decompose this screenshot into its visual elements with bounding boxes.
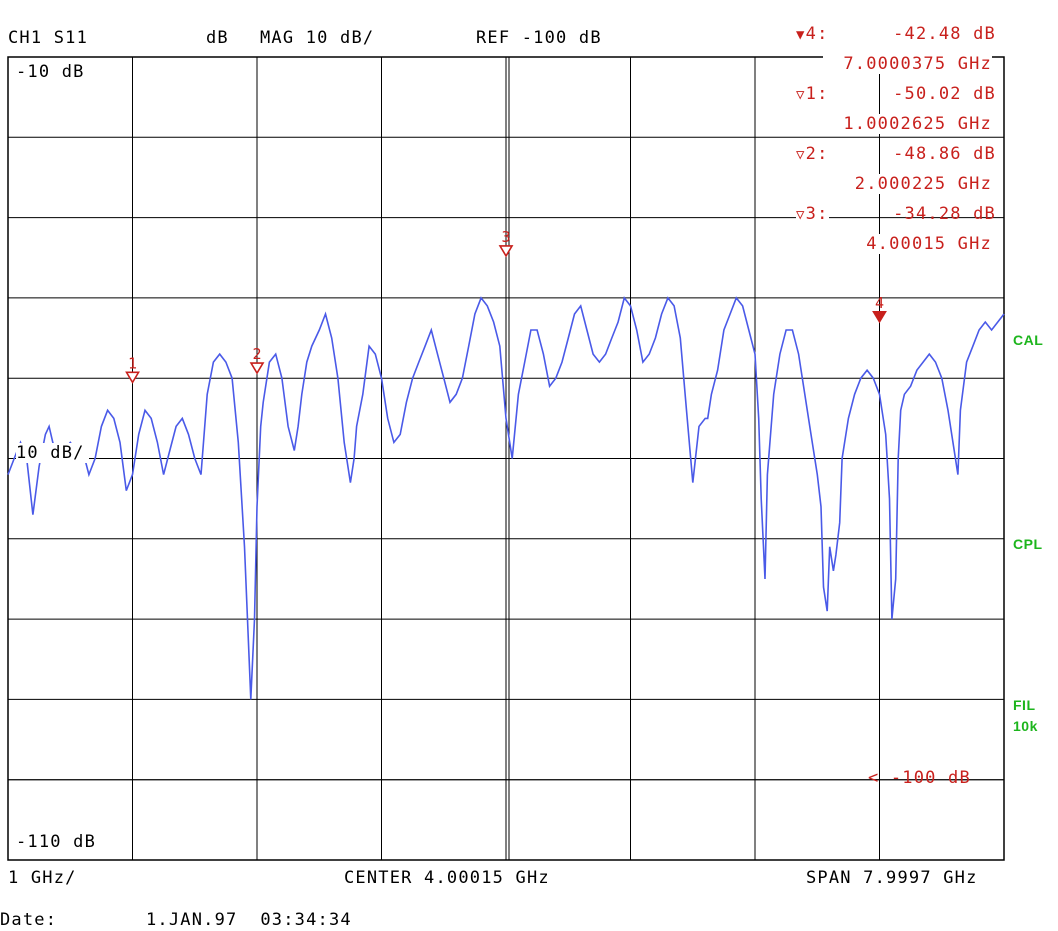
ref-level-value: -100 dB <box>890 768 971 788</box>
graticule <box>7 56 1005 861</box>
scale-label: 10 dB/ <box>16 443 89 463</box>
marker-readout-frequency: 2.000225 GHz <box>834 174 992 194</box>
fil-indicator: FIL <box>1013 697 1036 713</box>
marker-1-icon <box>125 371 140 384</box>
marker-readout-frequency: 1.0002625 GHz <box>823 114 992 134</box>
span-frequency: SPAN 7.9997 GHz <box>806 868 978 888</box>
marker-readout-frequency: 7.0000375 GHz <box>823 54 992 74</box>
hollow-triangle-icon: ▽ <box>796 207 806 223</box>
marker-readout-label: 2: <box>805 144 829 164</box>
marker-readout-2: ▽2: <box>796 144 829 165</box>
marker-4-label: 4 <box>875 294 884 312</box>
marker-readout-value: -50.02 dB <box>893 84 996 104</box>
unit-label: dB <box>206 28 229 48</box>
top-level-label: -10 dB <box>16 62 89 82</box>
marker-readout-value: -48.86 dB <box>893 144 996 164</box>
marker-readout-value: -34.28 dB <box>893 204 996 224</box>
marker-readout-3: ▽3: <box>796 204 829 225</box>
marker-2-icon <box>249 362 265 375</box>
fil-value: 10k <box>1013 718 1038 734</box>
hollow-triangle-icon: ▽ <box>796 87 806 103</box>
s11-trace <box>7 296 1005 700</box>
marker-readout-value: -42.48 dB <box>893 24 996 44</box>
ref-arrow-icon: < <box>868 768 880 788</box>
center-frequency: CENTER 4.00015 GHz <box>344 868 550 888</box>
marker-4-icon <box>872 311 887 324</box>
hollow-triangle-icon: ▽ <box>796 147 806 163</box>
marker-1-label: 1 <box>128 354 137 372</box>
marker-2-label: 2 <box>253 345 262 363</box>
marker-3-label: 3 <box>502 228 511 246</box>
marker-readout-label: 4: <box>805 24 829 44</box>
marker-3-icon <box>498 245 514 258</box>
ref-label: REF -100 dB <box>476 28 602 48</box>
date-label: Date: <box>0 910 58 930</box>
x-scale-label: 1 GHz/ <box>8 868 77 888</box>
bottom-level-label: -110 dB <box>16 832 101 852</box>
marker-readout-label: 3: <box>805 204 829 224</box>
marker-layer: 1 2 3 4 <box>125 228 887 384</box>
cpl-indicator: CPL <box>1013 536 1043 552</box>
marker-readout-1: ▽1: <box>796 84 829 105</box>
trace-layer <box>7 296 1005 700</box>
marker-readout-label: 1: <box>805 84 829 104</box>
cal-indicator: CAL <box>1013 332 1044 348</box>
filled-triangle-icon: ▼ <box>796 27 806 43</box>
ref-level-label: < -100 dB <box>868 768 971 788</box>
channel-label: CH1 S11 <box>8 28 89 48</box>
date-value: 1.JAN.97 03:34:34 <box>146 910 352 930</box>
marker-readout-frequency: 4.00015 GHz <box>846 234 992 254</box>
marker-readout-4: ▼4: <box>796 24 829 45</box>
format-label: MAG 10 dB/ <box>260 28 375 48</box>
